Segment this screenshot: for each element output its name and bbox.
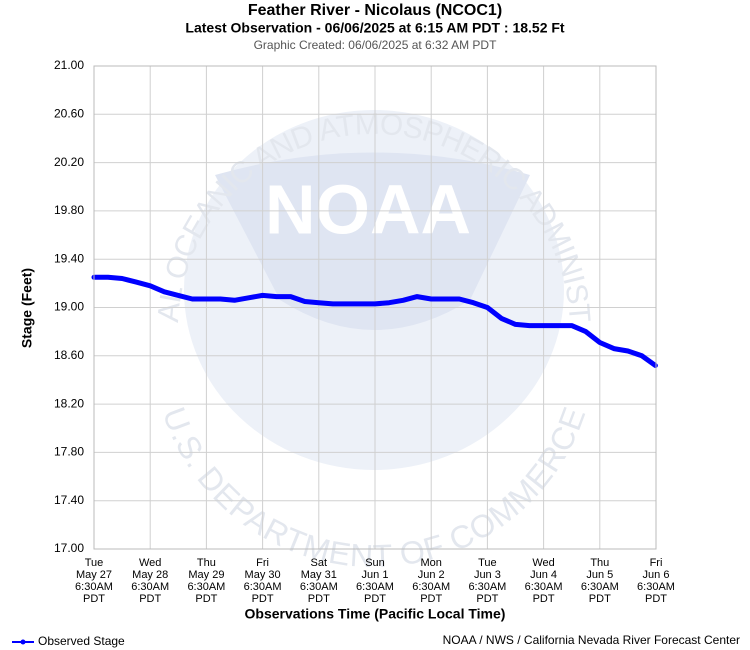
x-tick-label: 6:30AM bbox=[412, 581, 450, 593]
x-tick-label: Tue bbox=[85, 557, 104, 569]
x-tick-label: 6:30AM bbox=[244, 581, 282, 593]
x-tick-label: May 31 bbox=[301, 569, 337, 581]
x-tick-label: Sat bbox=[311, 557, 328, 569]
legend-marker bbox=[20, 639, 26, 645]
x-tick-label: May 28 bbox=[132, 569, 168, 581]
watermark-logo: NOAA bbox=[265, 170, 471, 248]
y-tick-label: 21.00 bbox=[54, 58, 84, 72]
x-tick-label: 6:30AM bbox=[356, 581, 394, 593]
x-tick-label: Tue bbox=[478, 557, 497, 569]
x-tick-label: PDT bbox=[589, 593, 611, 605]
y-tick-label: 17.80 bbox=[54, 445, 84, 459]
x-tick-label: Mon bbox=[420, 557, 441, 569]
x-tick-label: 6:30AM bbox=[468, 581, 506, 593]
y-tick-label: 17.40 bbox=[54, 493, 84, 507]
x-tick-label: PDT bbox=[364, 593, 386, 605]
x-tick-label: May 27 bbox=[76, 569, 112, 581]
x-tick-label: Fri bbox=[650, 557, 663, 569]
y-tick-label: 19.80 bbox=[54, 203, 84, 217]
y-axis-label: Stage (Feet) bbox=[19, 268, 35, 348]
x-tick-label: Jun 6 bbox=[643, 569, 670, 581]
x-tick-label: Jun 1 bbox=[362, 569, 389, 581]
x-tick-label: Sun bbox=[365, 557, 385, 569]
x-tick-label: PDT bbox=[645, 593, 667, 605]
x-tick-label: 6:30AM bbox=[75, 581, 113, 593]
watermark-bird bbox=[215, 152, 530, 330]
x-tick-label: PDT bbox=[476, 593, 498, 605]
series-line bbox=[91, 274, 658, 368]
x-tick-label: Thu bbox=[197, 557, 216, 569]
y-tick-label: 20.60 bbox=[54, 106, 84, 120]
x-tick-label: Thu bbox=[590, 557, 609, 569]
x-tick-label: PDT bbox=[420, 593, 442, 605]
x-tick-label: May 29 bbox=[188, 569, 224, 581]
y-tick-label: 19.00 bbox=[54, 300, 84, 314]
x-tick-label: PDT bbox=[139, 593, 161, 605]
y-tick-label: 17.00 bbox=[54, 541, 84, 555]
x-tick-label: PDT bbox=[308, 593, 330, 605]
x-tick-label: Jun 5 bbox=[586, 569, 613, 581]
x-tick-label: Jun 4 bbox=[530, 569, 557, 581]
plot-frame bbox=[93, 65, 657, 550]
x-tick-label: Wed bbox=[139, 557, 161, 569]
x-tick-label: Jun 2 bbox=[418, 569, 445, 581]
y-tick-label: 19.40 bbox=[54, 251, 84, 265]
x-tick-label: 6:30AM bbox=[581, 581, 619, 593]
credit: NOAA / NWS / California Nevada River For… bbox=[443, 633, 740, 647]
x-tick-label: PDT bbox=[533, 593, 555, 605]
x-tick-label: Wed bbox=[532, 557, 554, 569]
x-axis-label: Observations Time (Pacific Local Time) bbox=[245, 606, 506, 622]
y-tick-label: 20.20 bbox=[54, 155, 84, 169]
x-tick-label: 6:30AM bbox=[187, 581, 225, 593]
chart-note: Graphic Created: 06/06/2025 at 6:32 AM P… bbox=[254, 38, 497, 52]
x-tick-label: Jun 3 bbox=[474, 569, 501, 581]
watermark: NOAA NATIONAL OCEANIC AND ATMOSPHERIC AD… bbox=[0, 0, 596, 575]
x-tick-label: May 30 bbox=[245, 569, 281, 581]
y-tick-label: 18.20 bbox=[54, 396, 84, 410]
x-tick-label: 6:30AM bbox=[131, 581, 169, 593]
chart-title: Feather River - Nicolaus (NCOC1) bbox=[248, 2, 502, 19]
x-tick-label: PDT bbox=[195, 593, 217, 605]
x-tick-label: PDT bbox=[83, 593, 105, 605]
x-tick-label: Fri bbox=[256, 557, 269, 569]
legend-label: Observed Stage bbox=[38, 634, 125, 648]
chart-subtitle: Latest Observation - 06/06/2025 at 6:15 … bbox=[185, 20, 565, 36]
x-tick-label: 6:30AM bbox=[637, 581, 675, 593]
x-tick-label: 6:30AM bbox=[525, 581, 563, 593]
x-tick-label: 6:30AM bbox=[300, 581, 338, 593]
y-tick-label: 18.60 bbox=[54, 348, 84, 362]
x-tick-label: PDT bbox=[252, 593, 274, 605]
